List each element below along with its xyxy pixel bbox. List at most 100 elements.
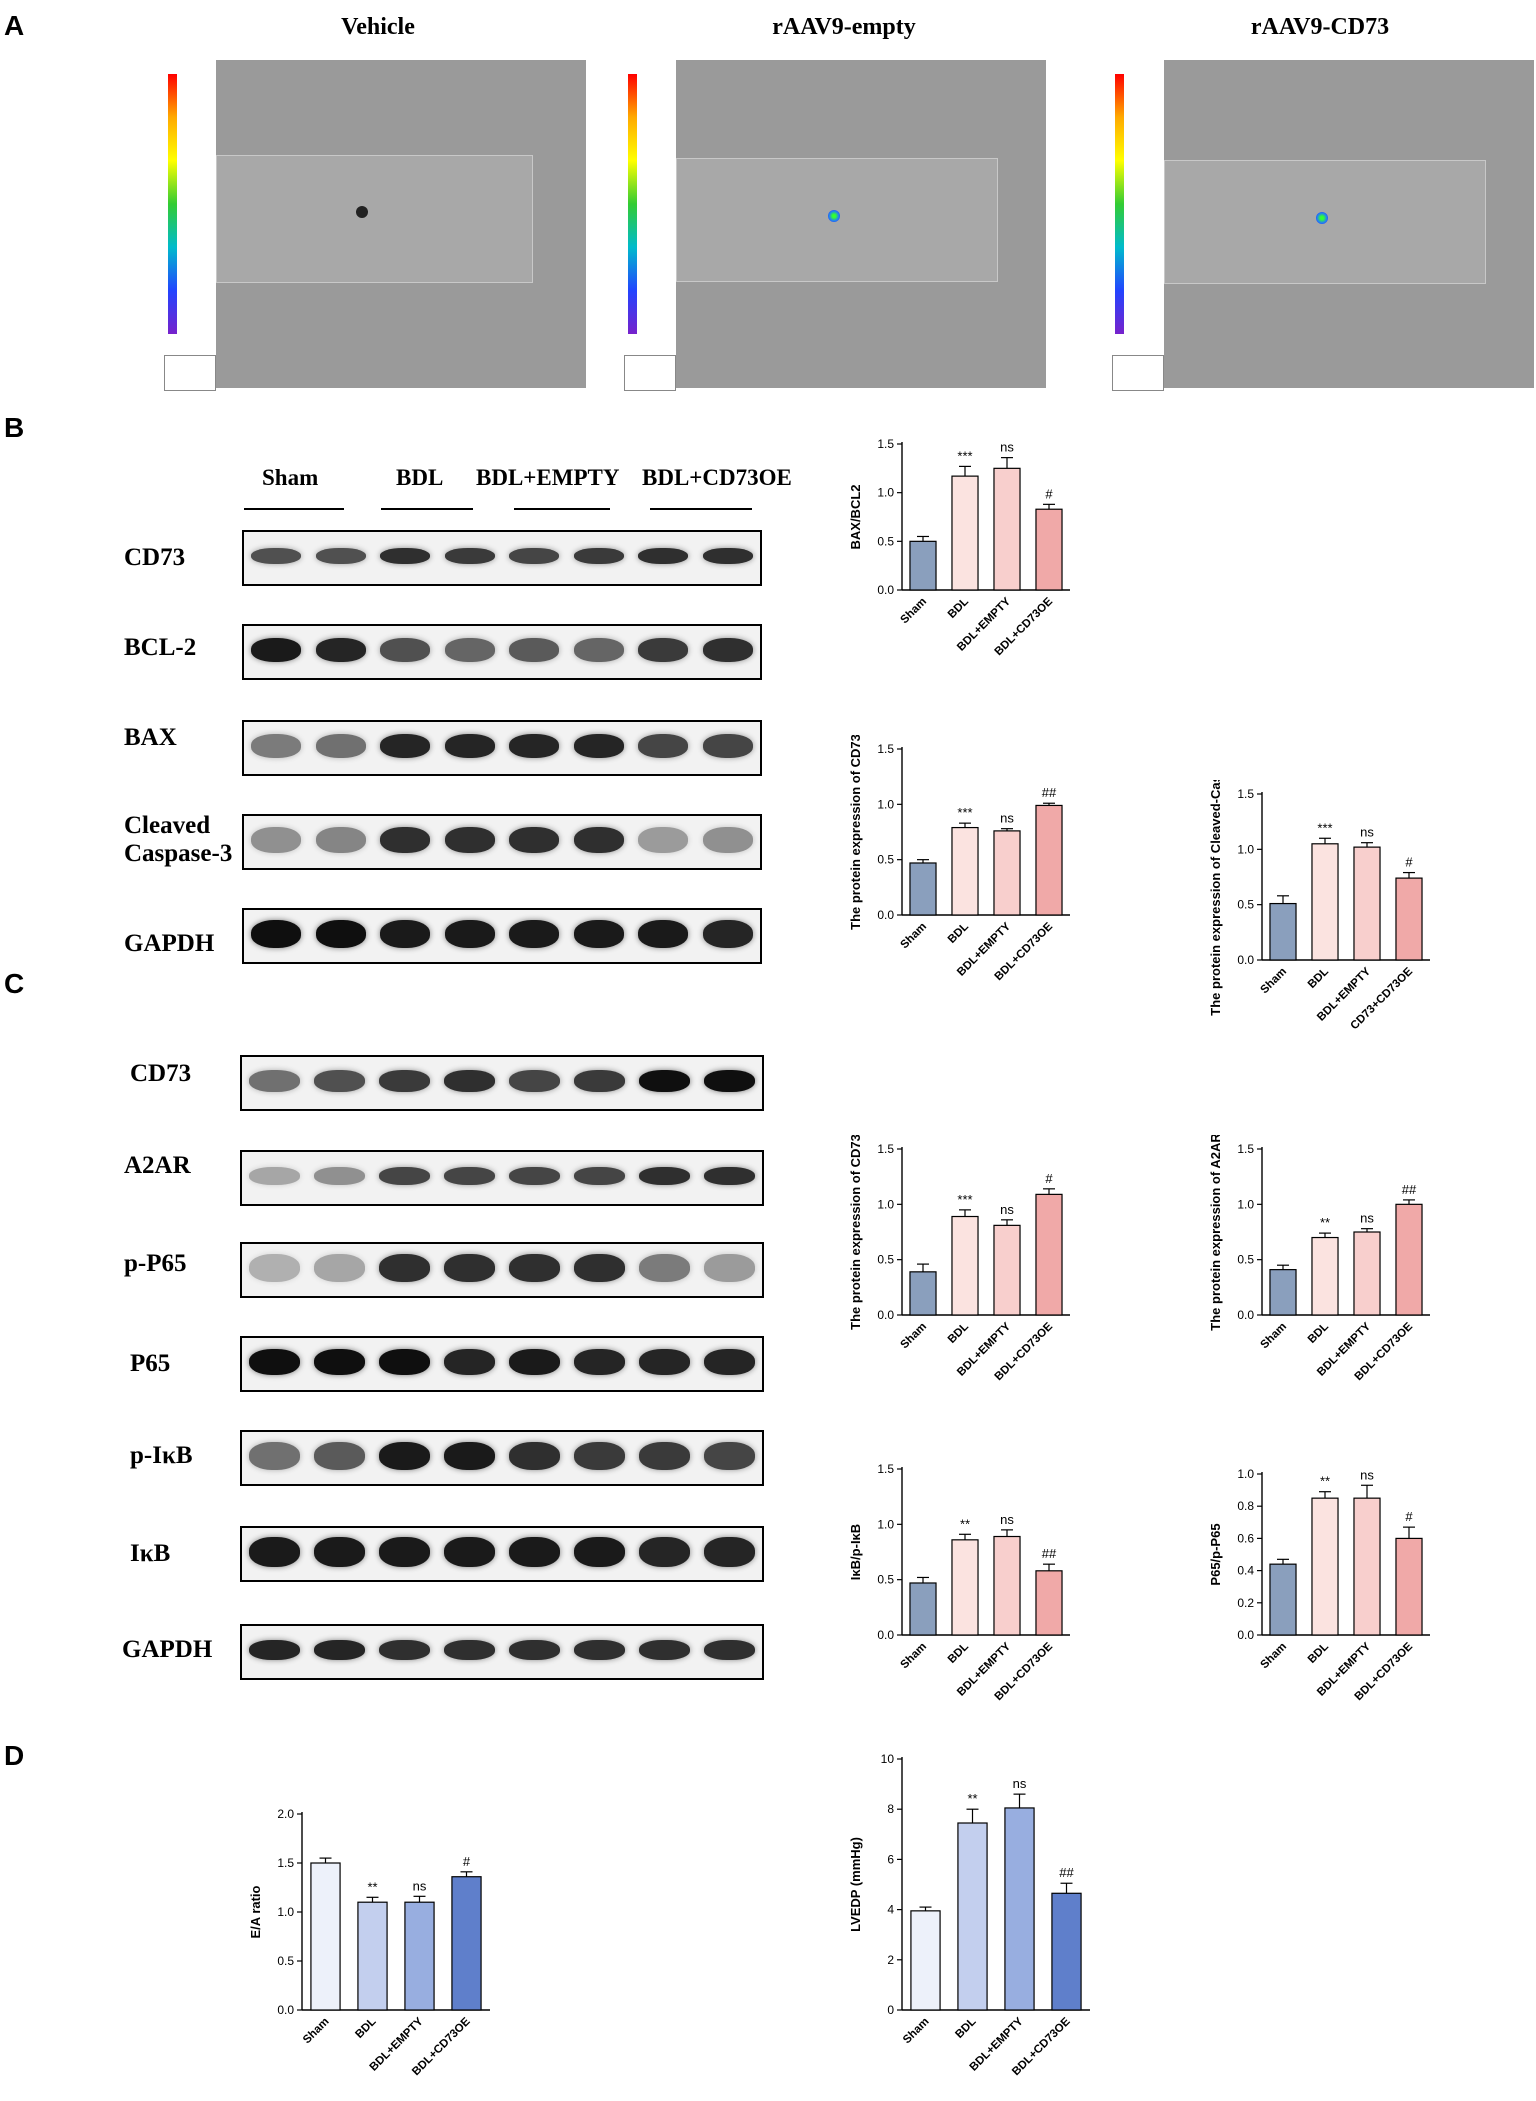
blot-band — [444, 734, 495, 758]
tissue-slide — [216, 155, 533, 283]
significance-label: ## — [1059, 1865, 1074, 1880]
blot-band — [314, 1167, 365, 1185]
blot-band — [314, 1442, 365, 1470]
y-tick-label: 1.0 — [877, 486, 894, 500]
significance-label: *** — [957, 448, 972, 463]
blot-band — [314, 1537, 365, 1567]
blot-band — [639, 1640, 690, 1660]
y-tick-label: 0.0 — [877, 583, 894, 597]
blot-band — [704, 1537, 755, 1567]
y-tick-label: 1.5 — [277, 1856, 294, 1870]
chart-p65-ratio: 0.00.20.40.60.81.0P65/p-P65Sham**BDLnsBD… — [1208, 1467, 1430, 1703]
group-underline — [650, 508, 752, 510]
group-underline — [514, 508, 610, 510]
chart-cd73-expression-c: 0.0 0.5 1.0 1.5 The protein expression of CD… — [848, 1135, 1070, 1383]
significance-label: ns — [1000, 811, 1014, 826]
blot-band — [704, 1254, 755, 1282]
blot-band — [251, 548, 302, 564]
significance-label: ns — [1360, 825, 1374, 840]
color-scale-bar — [628, 74, 637, 334]
y-tick-label: 0 — [887, 2003, 894, 2017]
blot-strip-bax — [242, 720, 762, 776]
x-tick-label: Sham — [898, 596, 929, 627]
y-tick-label: 0.5 — [877, 1253, 894, 1267]
blot-label-cd73: CD73 — [124, 544, 186, 571]
bar — [1395, 1537, 1423, 1636]
blot-band — [509, 1537, 560, 1567]
y-tick-label: 0.2 — [1237, 1596, 1254, 1610]
bar — [910, 1910, 941, 2011]
x-tick-label: BDL — [1306, 966, 1331, 991]
blot-band — [509, 827, 560, 853]
blot-label-cd73: CD73 — [130, 1060, 192, 1087]
y-tick-label: 1.0 — [1237, 842, 1254, 856]
y-tick-label: 1.0 — [277, 1905, 294, 1919]
significance-label: # — [1405, 855, 1413, 870]
significance-label: ns — [1360, 1211, 1374, 1226]
significance-label: ## — [1402, 1182, 1417, 1197]
blot-band — [315, 638, 366, 662]
blot-label-gapdh: GAPDH — [124, 930, 215, 957]
group-label-bdl-empty: BDL+EMPTY — [476, 465, 620, 490]
blot-band — [509, 1442, 560, 1470]
blot-strip-a2ar — [240, 1150, 764, 1206]
y-tick-label: 0.0 — [1237, 1308, 1254, 1322]
y-tick-label: 0.5 — [1237, 898, 1254, 912]
significance-label: ** — [1320, 1474, 1330, 1489]
blot-band — [444, 827, 495, 853]
chart-cd73-expression-b: 0.0 0.5 1.0 1.5 The protein expression of CD… — [848, 735, 1070, 983]
significance-label: *** — [957, 1192, 972, 1207]
significance-label: *** — [957, 805, 972, 820]
blot-band — [702, 638, 753, 662]
bar — [357, 1901, 388, 2011]
y-tick-label: 0.0 — [1237, 1628, 1254, 1642]
y-tick-label: 0.5 — [877, 534, 894, 548]
bar — [957, 1822, 988, 2011]
group-label-bdl: BDL — [396, 465, 444, 490]
y-tick-label: 2 — [887, 1953, 894, 1967]
x-tick-label: Sham — [898, 1641, 929, 1672]
x-tick-label: Sham — [901, 2016, 932, 2047]
blot-band — [509, 1254, 560, 1282]
y-tick-label: 0.8 — [1237, 1499, 1254, 1513]
bar — [1035, 1570, 1063, 1636]
blot-band — [444, 1442, 495, 1470]
bar — [909, 1271, 937, 1316]
bar — [993, 467, 1021, 591]
blot-band — [702, 827, 753, 853]
blot-band — [249, 1070, 300, 1092]
panel-label-b: B — [4, 412, 25, 443]
blot-band — [251, 734, 302, 758]
y-tick-label: 1.0 — [1237, 1467, 1254, 1481]
bar — [1311, 1497, 1339, 1636]
blot-band — [704, 1349, 755, 1375]
blot-band — [639, 1442, 690, 1470]
blot-band — [444, 1640, 495, 1660]
blot-band — [444, 920, 495, 948]
blot-band — [574, 1167, 625, 1185]
bar — [1353, 1231, 1381, 1316]
blot-label-bcl2: BCL-2 — [124, 634, 197, 661]
significance-label: ns — [413, 1878, 427, 1893]
blot-band — [574, 1640, 625, 1660]
image-title-rAAV9-empty: rAAV9-empty — [772, 14, 916, 40]
blot-label-ikb: IκB — [130, 1540, 171, 1567]
scale-note-box — [164, 355, 216, 391]
bar — [1311, 843, 1339, 961]
y-tick-label: 1.5 — [877, 742, 894, 756]
blot-strip-p65 — [240, 1336, 764, 1392]
blot-band — [314, 1070, 365, 1092]
image-title-vehicle: Vehicle — [341, 14, 415, 40]
blot-band — [639, 1349, 690, 1375]
significance-label: ns — [1000, 1202, 1014, 1217]
y-tick-label: 1.5 — [877, 1462, 894, 1476]
blot-band — [249, 1442, 300, 1470]
blot-band — [509, 638, 560, 662]
x-tick-label: BDL — [953, 2016, 978, 2041]
blot-band — [444, 638, 495, 662]
blot-band — [704, 1640, 755, 1660]
bar — [993, 1535, 1021, 1636]
significance-label: *** — [1317, 820, 1332, 835]
y-axis-label: The protein expression of Cleaved-Caspas… — [1208, 780, 1223, 1016]
bar — [909, 1582, 937, 1636]
